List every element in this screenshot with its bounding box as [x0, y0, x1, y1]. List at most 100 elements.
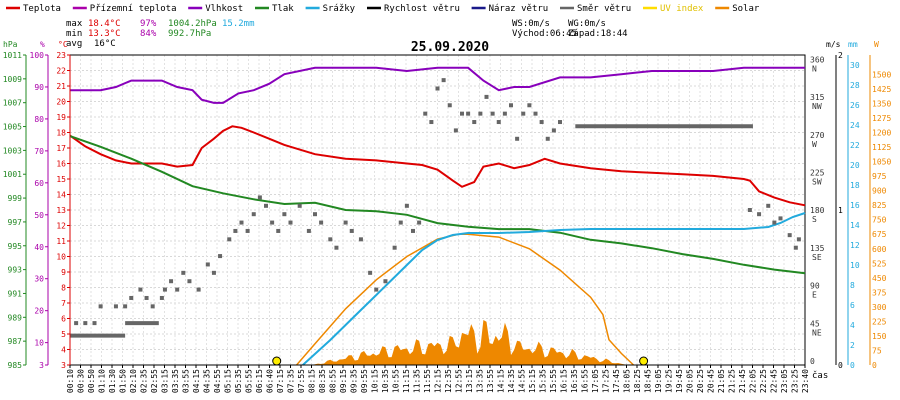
axis-tick-label-hpa: 999	[8, 194, 23, 203]
axis-tick-label-degc: 6	[61, 315, 66, 324]
axis-tick-label-mm: 22	[850, 141, 860, 150]
axis-tick-label-w: 75	[872, 346, 882, 355]
axis-tick-label-dir-name: NE	[812, 328, 822, 337]
axis-tick-label-degc: 18	[56, 129, 66, 138]
series-solar-line	[296, 233, 635, 366]
legend-label-srazky: Srážky	[323, 4, 356, 14]
axis-tick-label-pct: 40	[34, 243, 44, 252]
axis-tick-label-hpa: 1007	[3, 99, 22, 108]
series-smer-point	[472, 120, 477, 125]
series-vlhkost	[70, 66, 805, 104]
axis-tick-label-degc: 19	[56, 113, 66, 122]
axis-tick-label-w: 150	[872, 332, 887, 341]
axis-tick-label-w: 675	[872, 230, 887, 239]
series-smer-point	[251, 212, 256, 217]
x-tick-label: 03:15	[161, 369, 170, 393]
x-tick-label: 07:55	[297, 369, 306, 393]
series-smer-point	[328, 237, 333, 242]
x-axis-label: čas	[812, 370, 828, 381]
x-tick-label: 04:15	[192, 369, 201, 393]
axis-unit-hpa: hPa	[3, 40, 18, 49]
x-tick-label: 07:15	[276, 369, 285, 393]
axis-tick-label-dir: 135	[810, 244, 825, 253]
stats-avg-label: avg	[66, 39, 82, 49]
series-smer-point	[264, 203, 268, 208]
legend-label-teplota: Teplota	[23, 4, 61, 14]
x-tick-label: 19:05	[654, 369, 663, 393]
axis-tick-label-w: 0	[872, 361, 877, 370]
series-smer-point	[343, 220, 348, 225]
axis-tick-label-pct: 70	[34, 147, 44, 156]
axis-tick-label-hpa: 1001	[3, 170, 22, 179]
axis-tick-label-hpa: 993	[8, 266, 23, 275]
uv-marker	[639, 356, 649, 366]
series-smer-point	[478, 111, 483, 116]
stats-wg: WG:0m/s	[568, 19, 606, 29]
x-tick-label: 11:35	[413, 369, 422, 393]
x-tick-label: 05:35	[234, 369, 243, 393]
axis-tick-label-w: 750	[872, 216, 887, 225]
axis-tick-label-dir: 225	[810, 168, 825, 177]
x-tick-label: 12:35	[444, 369, 453, 393]
series-smer-point	[313, 212, 317, 217]
series-smer-point	[417, 220, 422, 225]
series-smer-point	[447, 103, 452, 108]
axis-tick-label-degc: 23	[56, 51, 66, 60]
x-tick-label: 01:30	[108, 369, 117, 393]
series-smer-point	[484, 94, 489, 99]
series-smer-point	[306, 228, 311, 233]
axis-tick-label-mm: 16	[850, 201, 860, 210]
x-tick-label: 10:55	[392, 369, 401, 393]
legend-label-rychlost: Rychlost větru	[384, 4, 460, 14]
axis-tick-label-dir-name: NW	[812, 102, 822, 111]
series-smer-point	[205, 262, 210, 267]
axis-tick-label-dir-name: N	[812, 64, 817, 73]
series-smer-point	[551, 128, 556, 133]
x-tick-label: 20:45	[707, 369, 716, 393]
x-tick-label: 22:25	[759, 369, 768, 393]
axis-tick-label-degc: 10	[56, 253, 66, 262]
axis-tick-label-pct: 10	[34, 339, 44, 348]
axis-tick-label-mm: 30	[850, 61, 860, 70]
series-smer-point	[429, 120, 434, 125]
series-smer-point	[129, 295, 134, 300]
axis-tick-label-w: 825	[872, 201, 887, 210]
legend-label-naraz: Náraz větru	[489, 4, 549, 14]
series-smer-point	[533, 111, 538, 116]
series-smer-point	[545, 136, 550, 141]
x-tick-label: 01:50	[119, 369, 128, 393]
axis-tick-label-mm: 28	[850, 81, 860, 90]
axis-tick-label-degc: 5	[61, 330, 66, 339]
x-tick-label: 21:25	[728, 369, 737, 393]
x-tick-label: 15:35	[539, 369, 548, 393]
axis-layer: 9859879899919939959979991001100310051007…	[3, 40, 892, 393]
axis-tick-label-dir: 360	[810, 55, 825, 64]
x-tick-label: 11:55	[423, 369, 432, 393]
x-tick-label: 02:55	[150, 369, 159, 393]
stats-sunrise: Východ:06:45	[512, 29, 577, 39]
series-smer-point	[218, 254, 223, 259]
x-tick-label: 06:40	[266, 369, 275, 393]
axis-tick-label-degc: 15	[56, 175, 66, 184]
series-smer-point	[383, 279, 388, 284]
series-smer-point	[787, 233, 792, 238]
series-smer-point	[282, 212, 287, 217]
x-tick-label: 18:05	[623, 369, 632, 393]
series-smer-point	[527, 103, 532, 108]
axis-tick-label-mm: 6	[850, 301, 855, 310]
x-tick-label: 16:55	[581, 369, 590, 393]
series-smer-point	[778, 216, 783, 221]
axis-tick-label-degc: 17	[56, 144, 66, 153]
series-smer-point	[181, 270, 186, 275]
legend-label-smer: Směr větru	[577, 4, 631, 14]
x-tick-label: 08:35	[318, 369, 327, 393]
series-smer-point	[404, 203, 409, 208]
axis-tick-label-w: 300	[872, 303, 887, 312]
series-smer-point	[441, 78, 446, 83]
series-smer-point	[98, 304, 103, 309]
series-smer-point	[435, 86, 440, 91]
x-tick-label: 20:05	[686, 369, 695, 393]
series-smer-point	[92, 321, 97, 326]
axis-tick-label-hpa: 991	[8, 289, 23, 298]
